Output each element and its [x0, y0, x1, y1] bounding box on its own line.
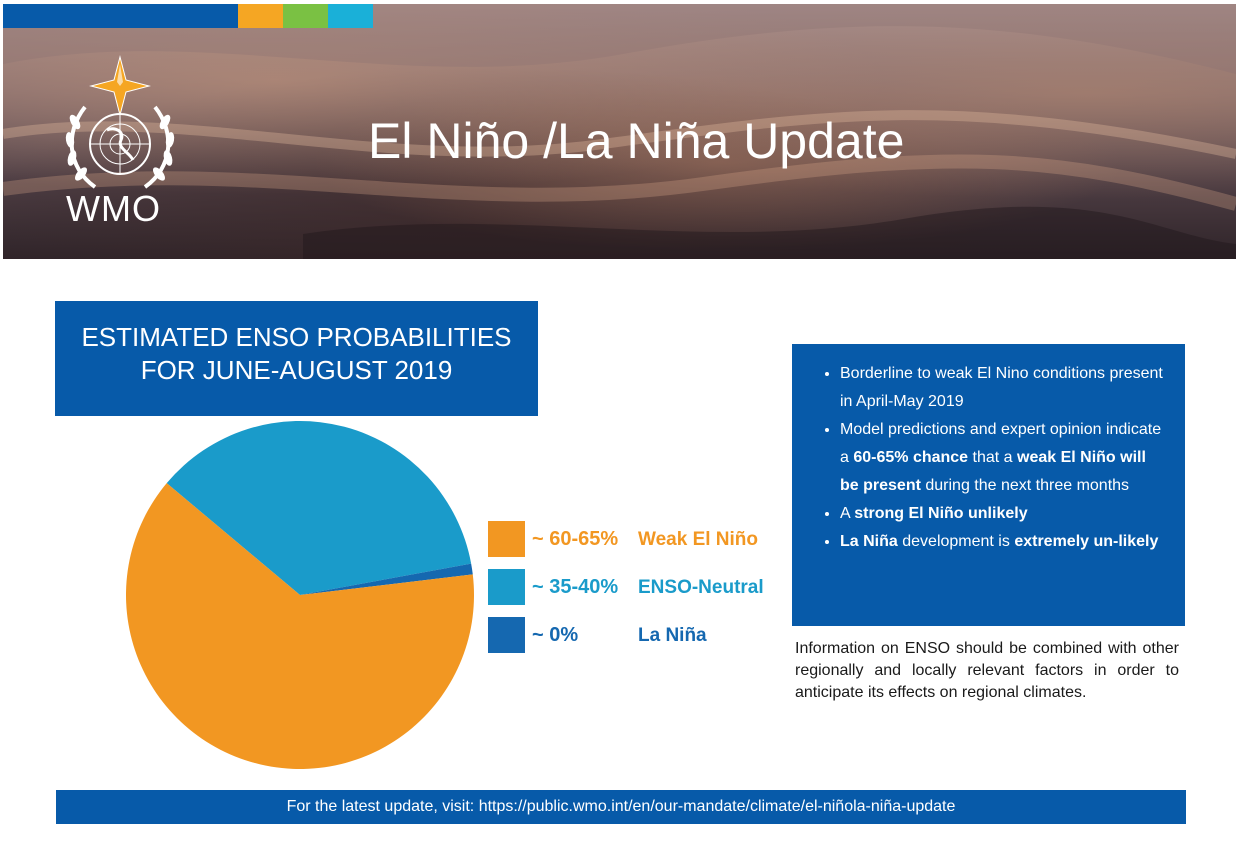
- legend-swatch: [488, 521, 525, 557]
- legend-percentage: ~ 35-40%: [532, 576, 619, 598]
- legend-item: ~ 60-65% Weak El Niño: [488, 521, 788, 557]
- chart-title: ESTIMATED ENSO PROBABILITIES FOR JUNE-AU…: [55, 301, 538, 416]
- info-bullet-text: that a: [968, 449, 1017, 466]
- chart-title-line-2: FOR JUNE-AUGUST 2019: [140, 355, 453, 385]
- legend-swatch: [488, 569, 525, 605]
- legend-label: Weak El Niño: [638, 529, 759, 550]
- info-bullet: A strong El Niño unlikely: [840, 500, 1165, 528]
- legend-percentage: ~ 0%: [532, 624, 579, 646]
- info-bullet: Borderline to weak El Nino conditions pr…: [840, 360, 1165, 416]
- pie-slice-la-ni-a: [300, 563, 473, 595]
- info-bullet-list: Borderline to weak El Nino conditions pr…: [814, 360, 1165, 556]
- info-bullet-bold-text: 60-65% chance: [853, 449, 969, 466]
- accent-green: [283, 4, 328, 28]
- info-bullet-bold-text: La Niña: [840, 533, 898, 550]
- chart-title-line-1: ESTIMATED ENSO PROBABILITIES: [81, 322, 512, 352]
- accent-cyan: [328, 4, 373, 28]
- accent-orange: [238, 4, 283, 28]
- enso-note: Information on ENSO should be combined w…: [795, 640, 1179, 701]
- info-bullet-text: A: [840, 505, 855, 522]
- accent-blue: [3, 4, 238, 28]
- info-panel: Borderline to weak El Nino conditions pr…: [792, 344, 1185, 626]
- legend-swatch: [488, 617, 525, 653]
- wmo-emblem-icon: [65, 55, 175, 189]
- legend-label: ENSO-Neutral: [638, 577, 764, 598]
- info-bullet-text: Borderline to weak El Nino conditions pr…: [840, 365, 1163, 410]
- legend-item: ~ 0% La Niña: [488, 617, 788, 653]
- legend-label: La Niña: [638, 625, 707, 646]
- info-bullet-text: during the next three months: [920, 477, 1130, 494]
- wmo-logo-text: WMO: [66, 188, 161, 229]
- pie-slice-enso-neutral: [166, 421, 472, 595]
- accent-stripe: [3, 4, 373, 28]
- info-bullet-bold-text: weak El Niño will be present: [840, 449, 1146, 494]
- legend-percentage: ~ 60-65%: [532, 528, 619, 550]
- info-bullet: La Niña development is extremely un-like…: [840, 528, 1165, 556]
- info-bullet-text: Model predictions and expert opinion ind…: [840, 421, 1162, 466]
- pie-slice-weak-el-ni-o: [125, 483, 475, 769]
- info-bullet-bold-text: extremely un-likely: [1014, 533, 1159, 550]
- info-bullet-bold-text: strong El Niño unlikely: [854, 505, 1028, 522]
- enso-pie-chart: [125, 421, 475, 769]
- page-title: El Niño /La Niña Update: [368, 113, 905, 169]
- header-banner: [3, 4, 1236, 259]
- legend-item: ~ 35-40% ENSO-Neutral: [488, 569, 788, 605]
- footer-link-bar[interactable]: For the latest update, visit: https://pu…: [56, 790, 1186, 824]
- info-bullet: Model predictions and expert opinion ind…: [840, 416, 1165, 500]
- info-bullet-text: development is: [897, 533, 1015, 550]
